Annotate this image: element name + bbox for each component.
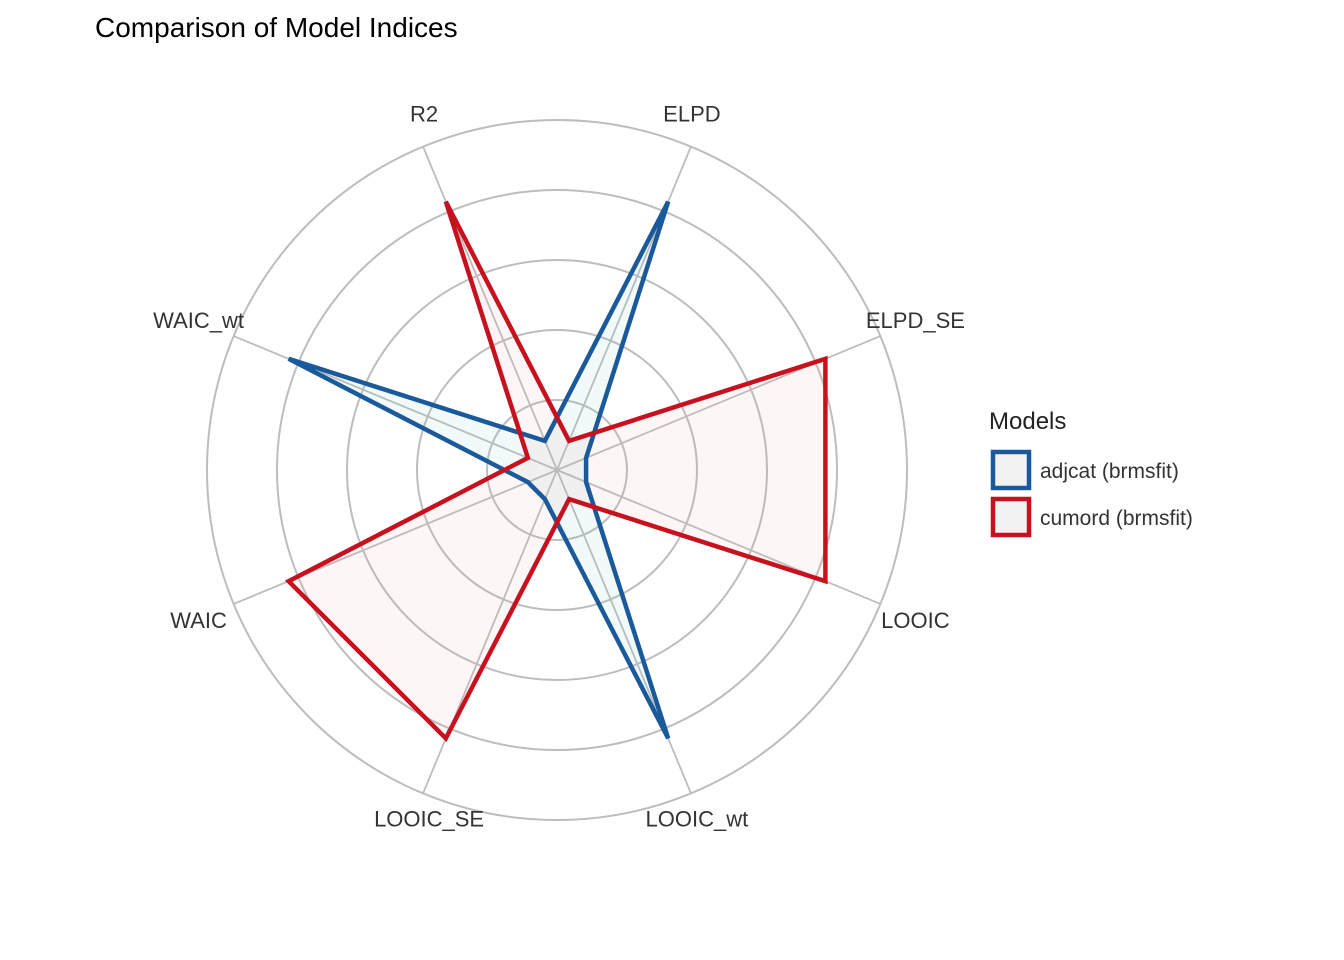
grid-ring [416, 329, 698, 611]
legend-title: Models [989, 408, 1066, 435]
axis-label: ELPD [663, 102, 720, 127]
axis-labels: ELPD ELPD_SE LOOIC LOOIC_wt LOOIC_SE WAIC WAIC… [153, 102, 965, 832]
axis-label: ELPD_SE [866, 308, 965, 333]
grid-ring [206, 119, 908, 821]
grid-ring [276, 189, 838, 751]
axis-label: R2 [410, 102, 438, 127]
axis-spoke [233, 335, 558, 471]
legend-swatch [990, 496, 1032, 538]
legend-swatch [990, 449, 1032, 491]
legend: Models adjcat (brmsfit) cumord (brmsfit) [989, 408, 1193, 538]
series-line [284, 200, 828, 743]
axis-label: LOOIC_wt [646, 806, 749, 831]
axis-spoke [556, 146, 692, 471]
axis-spoke [556, 469, 692, 794]
series-line [287, 200, 671, 740]
legend-label: adjcat (brmsfit) [1040, 460, 1179, 483]
axis-label: WAIC_wt [153, 308, 244, 333]
legend-label: cumord (brmsfit) [1040, 507, 1193, 530]
series-area [288, 201, 826, 739]
axis-label: LOOIC_SE [374, 806, 484, 831]
axis-spoke [422, 146, 558, 471]
grid-ring [346, 259, 768, 681]
series-fills [288, 201, 826, 739]
chart-title: Comparison of Model Indices [95, 12, 458, 43]
series-lines [284, 200, 828, 743]
axis-label: LOOIC [881, 608, 950, 633]
grid-ring [486, 399, 628, 541]
axis-label: WAIC [170, 608, 227, 633]
